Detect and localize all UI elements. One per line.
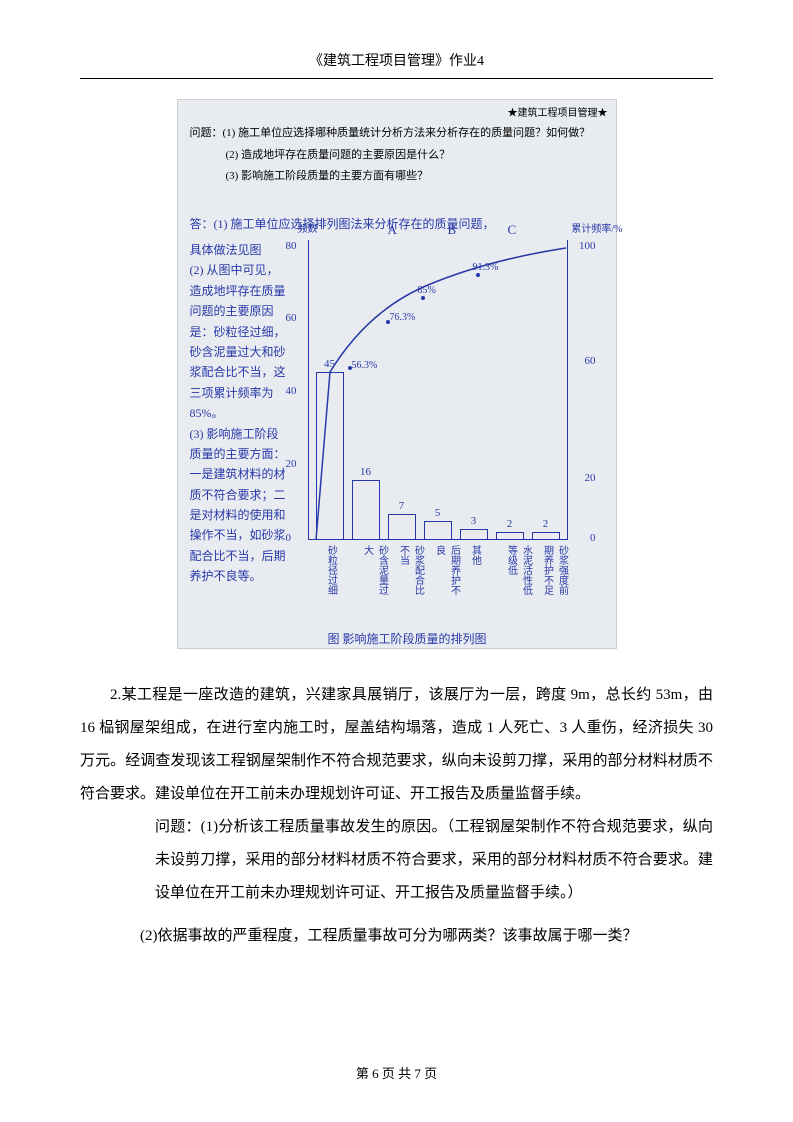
scanned-figure: ★建筑工程项目管理★ 问题：(1) 施工单位应选择哪种质量统计分析方法来分析存在…: [177, 99, 617, 649]
bar-value: 16: [352, 466, 380, 478]
curve-pt: 91.3%: [473, 262, 499, 273]
bar-value: 5: [424, 507, 452, 519]
bar: [460, 529, 488, 540]
y-tick: 80: [286, 240, 297, 252]
category-label: 砂浆强度前期养护不足: [540, 545, 570, 595]
paragraph-1: 2.某工程是一座改造的建筑，兴建家具展销厅，该展厅为一层，跨度 9m，总长约 5…: [80, 679, 713, 811]
header-title: 《建筑工程项目管理》作业4: [309, 54, 484, 69]
category-label: 砂浆配合比不当: [396, 545, 426, 595]
bar: [316, 372, 344, 540]
question-block: 问题：(1)分析该工程质量事故发生的原因。（工程钢屋架制作不符合规范要求，纵向未…: [80, 811, 713, 910]
bar-value: 2: [532, 518, 560, 530]
printed-question-1: 问题：(1) 施工单位应选择哪种质量统计分析方法来分析存在的质量问题？如何做？: [178, 123, 616, 145]
bar: [388, 514, 416, 540]
y-tick-right: 0: [590, 532, 596, 544]
chart-caption: 图 影响施工阶段质量的排列图: [328, 630, 487, 647]
printed-question-2: (2) 造成地坪存在质量问题的主要原因是什么？: [178, 145, 616, 167]
category-label: 其他: [468, 545, 483, 595]
cumulative-curve: [308, 240, 588, 550]
page-footer: 第 6 页 共 7 页: [0, 1063, 793, 1082]
question-2: (2)依据事故的严重程度，工程质量事故可分为哪两类？该事故属于哪一类？: [80, 920, 713, 953]
region-b: B: [448, 222, 457, 238]
category-label: 砂粒径过细: [324, 545, 339, 595]
bar-value: 45: [316, 358, 344, 370]
left-axis-label: 频数: [298, 220, 318, 235]
printed-question-3: (3) 影响施工阶段质量的主要方面有哪些？: [178, 166, 616, 188]
curve-pt: 56.3%: [352, 360, 378, 371]
curve-pt: 76.3%: [390, 312, 416, 323]
y-tick: 20: [286, 458, 297, 470]
y-tick: 40: [286, 385, 297, 397]
region-a: A: [388, 222, 397, 238]
category-label: 水泥活性低等级低: [504, 545, 534, 595]
body-text: 2.某工程是一座改造的建筑，兴建家具展销厅，该展厅为一层，跨度 9m，总长约 5…: [80, 679, 713, 953]
bar: [496, 532, 524, 540]
pareto-chart: 频数 累计频率/% A B C 0 20 40 60 80 0 20 60 10…: [308, 240, 588, 590]
region-c: C: [508, 222, 517, 238]
bar-value: 2: [496, 518, 524, 530]
y-tick: 60: [286, 312, 297, 324]
scan-source-tag: ★建筑工程项目管理★: [178, 100, 616, 123]
category-label: 砂含泥量过大: [360, 545, 390, 595]
page-number: 第 6 页 共 7 页: [356, 1066, 437, 1081]
q-label: 问题：: [155, 819, 201, 835]
bar-value: 3: [460, 515, 488, 527]
bar: [532, 532, 560, 540]
handwritten-left-notes: 具体做法见图 (2) 从图中可见，造成地坪存在质量问题的主要原因是：砂粒径过细，…: [190, 240, 290, 587]
curve-pt: 85%: [418, 285, 436, 296]
bar: [352, 480, 380, 540]
y-tick: 0: [286, 532, 292, 544]
page-header: 《建筑工程项目管理》作业4: [80, 50, 713, 79]
bar-value: 7: [388, 500, 416, 512]
question-1: (1)分析该工程质量事故发生的原因。（工程钢屋架制作不符合规范要求，纵向未设剪刀…: [155, 819, 713, 901]
right-axis-label: 累计频率/%: [571, 220, 622, 235]
bar: [424, 521, 452, 540]
category-label: 后期养护不良: [432, 545, 462, 595]
